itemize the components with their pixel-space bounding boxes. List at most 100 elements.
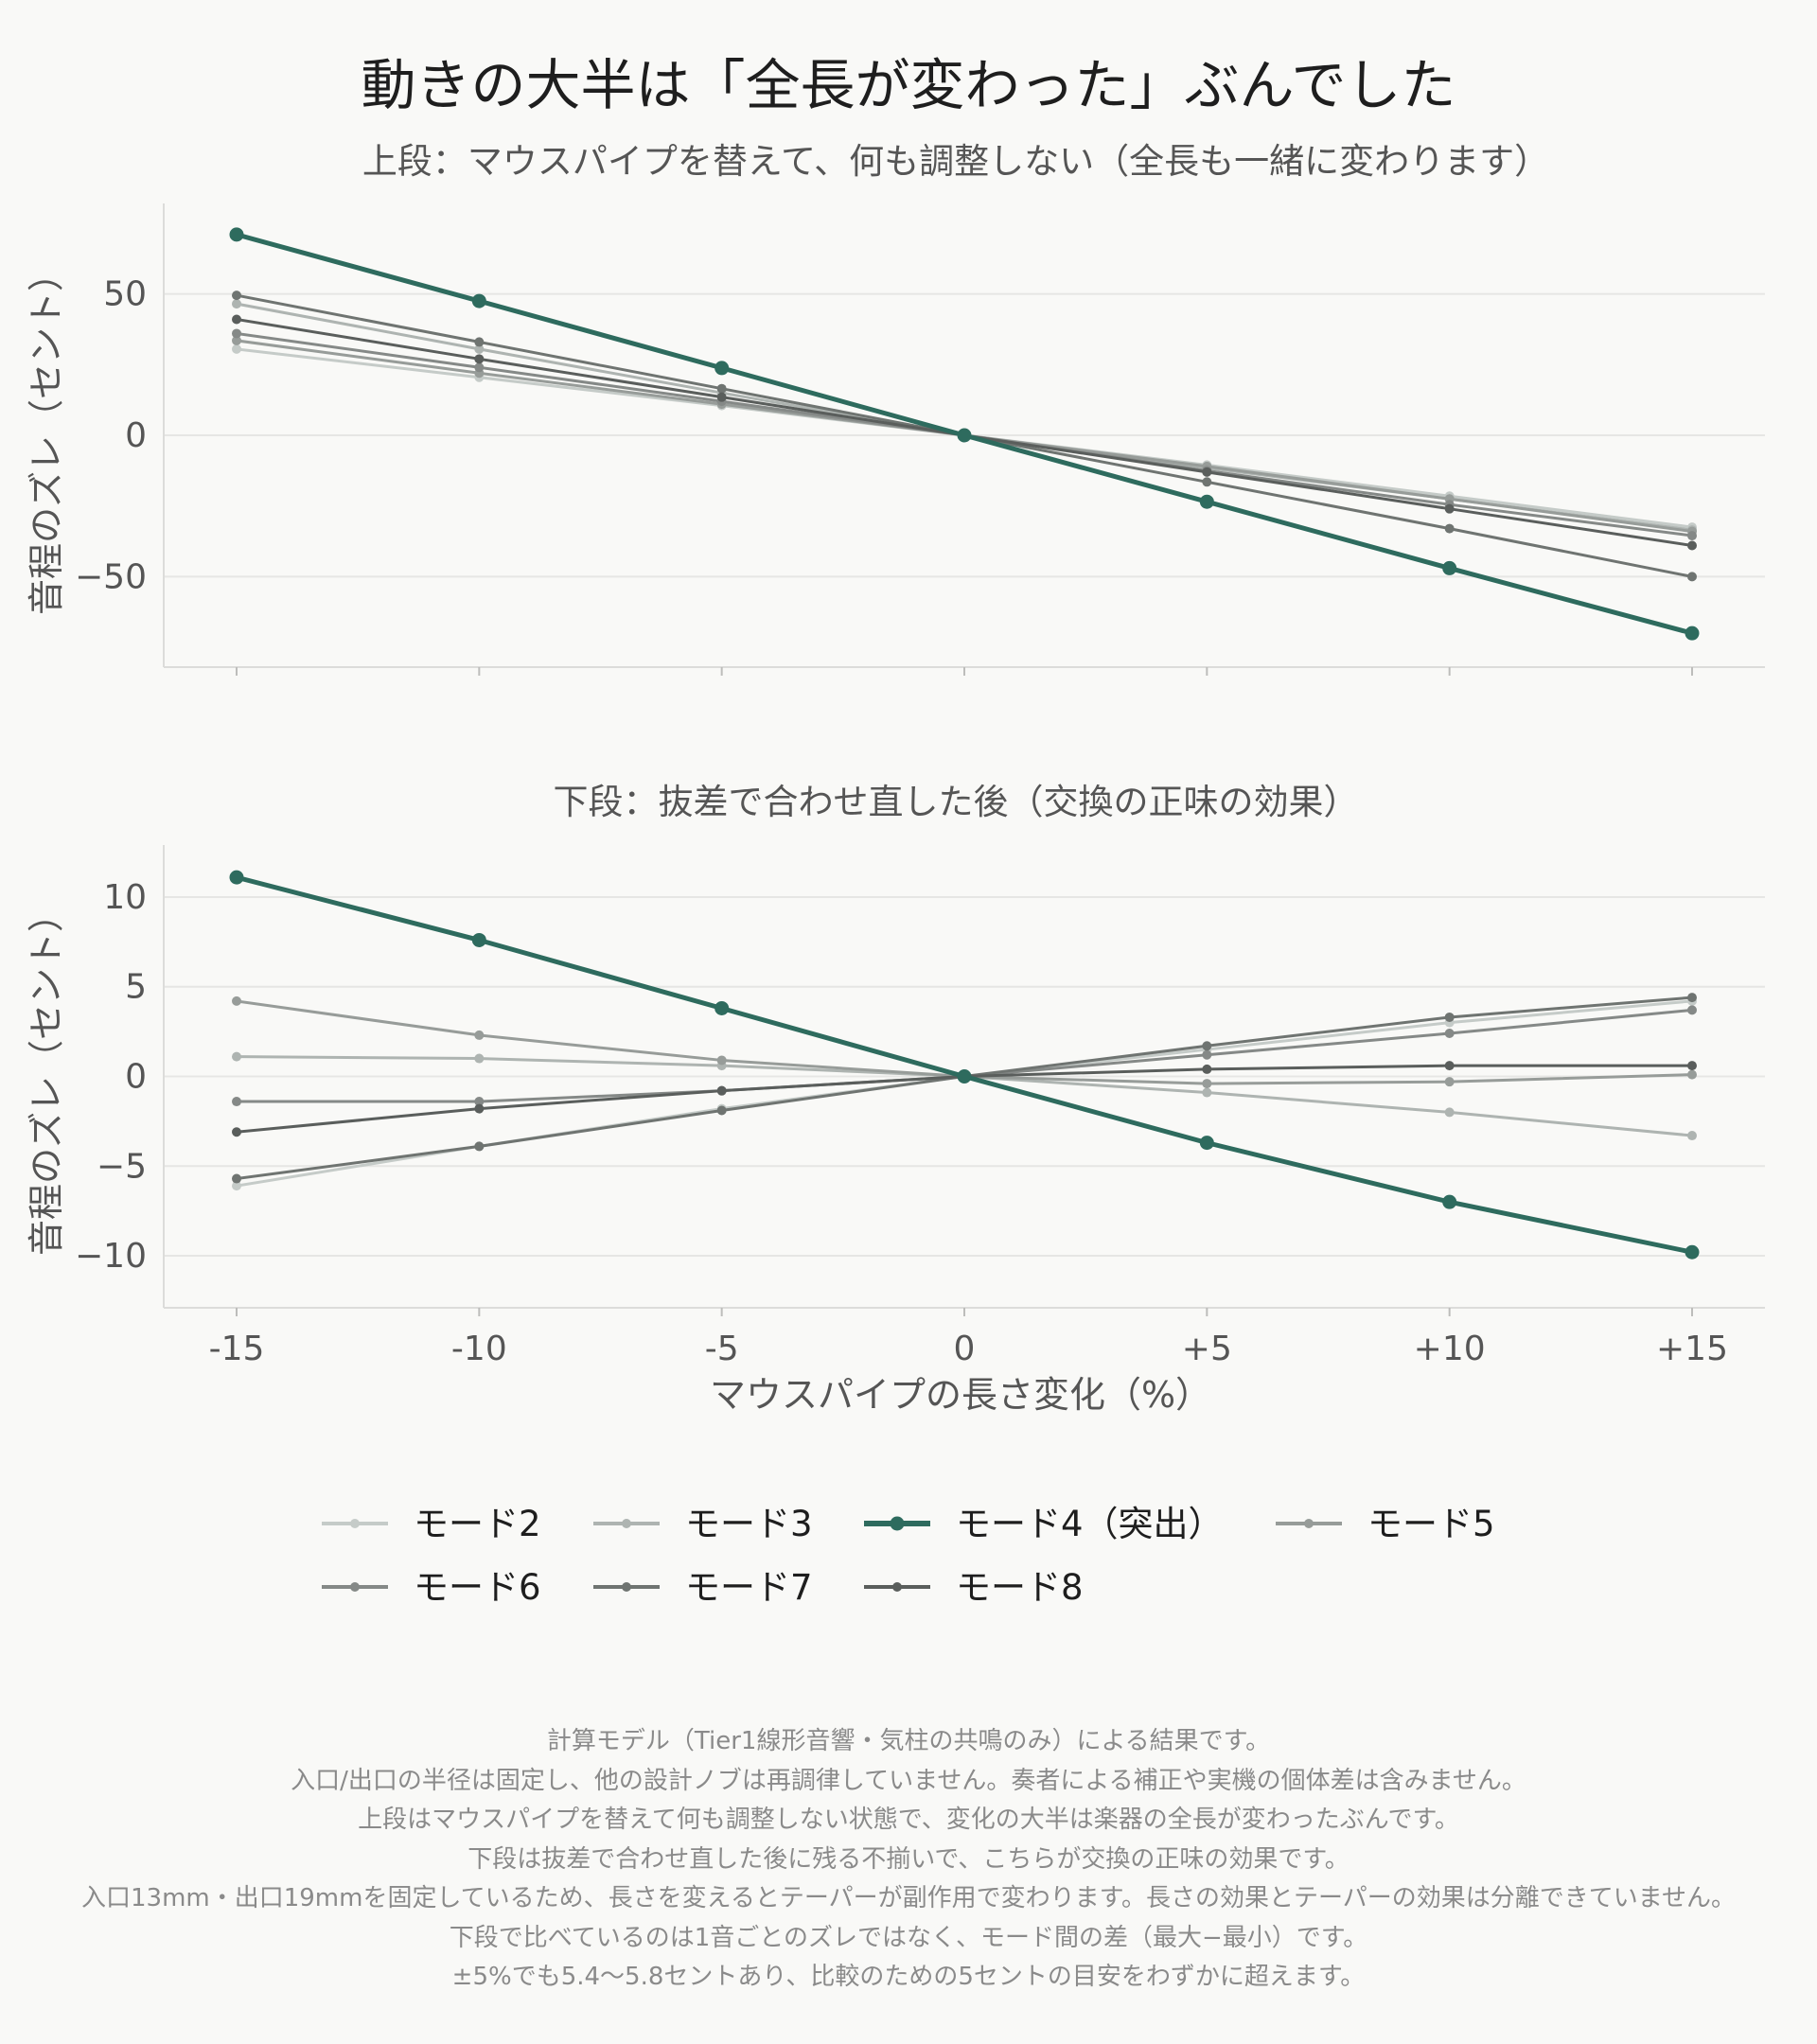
series-mode-2 <box>232 996 1697 1191</box>
data-point <box>474 1103 485 1114</box>
data-point <box>1442 560 1457 575</box>
legend-item: モード7 <box>593 1567 813 1608</box>
legend-item: モード6 <box>322 1567 541 1608</box>
y-axis-label: 音程のズレ（セント） <box>26 896 67 1256</box>
chart-canvas: 動きの大半は「全長が変わった」ぶんでした 上段：マウスパイプを替えて、何も調整し… <box>26 53 1765 1608</box>
x-tick-label: +5 <box>1182 1330 1232 1368</box>
data-point <box>1687 572 1697 582</box>
data-point <box>474 1097 485 1107</box>
x-tick-label: -5 <box>705 1330 739 1368</box>
data-point <box>232 344 241 354</box>
x-tick-label: +10 <box>1414 1330 1486 1368</box>
legend-item: モード4（突出） <box>864 1504 1224 1544</box>
data-point <box>232 1181 241 1191</box>
data-point <box>232 996 241 1006</box>
legend-swatch-point <box>892 1582 902 1592</box>
series-mode-4 <box>229 870 1700 1260</box>
data-point <box>474 362 485 373</box>
data-point <box>232 314 241 325</box>
data-point <box>957 1069 972 1084</box>
data-point <box>957 428 972 443</box>
y-tick-label: 0 <box>125 416 147 455</box>
legend-swatch-point <box>622 1582 631 1592</box>
data-point <box>1687 1005 1697 1015</box>
data-point <box>1687 531 1697 541</box>
legend-item: モード2 <box>322 1504 541 1544</box>
data-point <box>474 354 485 364</box>
chart-title: 動きの大半は「全長が変わった」ぶんでした <box>361 53 1455 117</box>
legend-item: モード3 <box>593 1504 813 1544</box>
legend-label: モード2 <box>414 1504 541 1544</box>
footnote-line: 上段はマウスパイプを替えて何も調整しない状態で、変化の大半は楽器の全長が変わった… <box>358 1806 1459 1834</box>
series-line <box>236 999 1693 1188</box>
data-point <box>716 392 727 402</box>
panel-title: 下段：抜差で合わせ直した後（交換の正味の効果） <box>554 782 1359 822</box>
y-tick-label: 0 <box>125 1058 147 1097</box>
legend-swatch-point <box>1304 1519 1314 1528</box>
x-tick-label: 0 <box>954 1330 976 1368</box>
data-point <box>471 932 486 947</box>
legend-label: モード3 <box>685 1504 813 1544</box>
data-point <box>474 337 485 347</box>
data-point <box>1444 1077 1455 1087</box>
x-tick-label: -10 <box>451 1330 507 1368</box>
data-point <box>474 1141 485 1152</box>
data-point <box>1687 993 1697 1003</box>
footnote-line: ±5%でも5.4〜5.8セントあり、比較のための5セントの目安をわずかに超えます… <box>451 1963 1366 1991</box>
data-point <box>1202 1041 1212 1051</box>
legend-swatch-point <box>350 1519 360 1528</box>
data-point <box>232 1097 241 1107</box>
legend-label: モード5 <box>1367 1504 1495 1544</box>
data-point <box>1687 540 1697 551</box>
footnote-line: 入口/出口の半径は固定し、他の設計ノブは再調律していません。奏者による補正や実機… <box>291 1766 1526 1795</box>
data-point <box>232 1127 241 1137</box>
x-tick-label: +15 <box>1656 1330 1728 1368</box>
legend-label: モード4（突出） <box>956 1504 1224 1544</box>
data-point <box>716 1085 727 1096</box>
data-point <box>232 335 241 345</box>
series-line <box>236 1055 1693 1137</box>
data-point <box>229 870 244 885</box>
data-point <box>1444 1029 1455 1039</box>
legend-label: モード8 <box>956 1567 1084 1608</box>
legend-item: モード8 <box>864 1567 1084 1608</box>
legend-swatch-point <box>350 1582 360 1592</box>
y-tick-label: 10 <box>103 878 147 917</box>
data-point <box>474 1030 485 1040</box>
footnote-line: 下段は抜差で合わせ直した後に残る不揃いで、こちらが交換の正味の効果です。 <box>467 1844 1350 1874</box>
footnote-line: 入口13mm・出口19mmを固定しているため、長さを変えるとテーパーが副作用で変… <box>80 1884 1737 1912</box>
legend-label: モード7 <box>685 1567 813 1608</box>
data-point <box>1687 1069 1697 1080</box>
data-point <box>1442 1194 1457 1209</box>
data-point <box>714 361 730 376</box>
x-axis-label: マウスパイプの長さ変化（%） <box>710 1374 1211 1416</box>
data-point <box>1202 1049 1212 1060</box>
data-point <box>1202 1064 1212 1074</box>
data-point <box>232 291 241 301</box>
footnote-line: 下段で比べているのは1音ごとのズレではなく、モード間の差（最大−最小）です。 <box>449 1923 1368 1952</box>
data-point <box>1687 1061 1697 1071</box>
y-tick-label: −10 <box>75 1237 147 1276</box>
data-point <box>1685 626 1700 641</box>
legend: モード2 モード3 モード4（突出） モード5 モード6 モード7 モード8 <box>322 1504 1495 1608</box>
data-point <box>1199 1136 1214 1151</box>
data-point <box>716 1055 727 1066</box>
y-tick-label: −50 <box>75 557 147 596</box>
data-point <box>716 383 727 394</box>
data-point <box>229 227 244 242</box>
legend-swatch-point <box>890 1516 905 1531</box>
y-tick-label: −5 <box>97 1147 147 1186</box>
data-point <box>1202 477 1212 487</box>
panel-2: 下段：抜差で合わせ直した後（交換の正味の効果） 10 5 0 −5 −10 -15 -10 -5… <box>26 782 1765 1368</box>
data-point <box>232 1173 241 1184</box>
footnote-line: 計算モデル（Tier1線形音響・気柱の共鳴のみ）による結果です。 <box>546 1727 1271 1755</box>
x-tick-label: -15 <box>209 1330 265 1368</box>
data-point <box>232 328 241 339</box>
data-point <box>1444 1107 1455 1118</box>
data-point <box>474 1053 485 1064</box>
legend-label: モード6 <box>414 1567 541 1608</box>
data-point <box>716 1105 727 1116</box>
data-point <box>1202 1087 1212 1098</box>
data-point <box>1687 1131 1697 1141</box>
legend-swatch-point <box>622 1519 631 1528</box>
